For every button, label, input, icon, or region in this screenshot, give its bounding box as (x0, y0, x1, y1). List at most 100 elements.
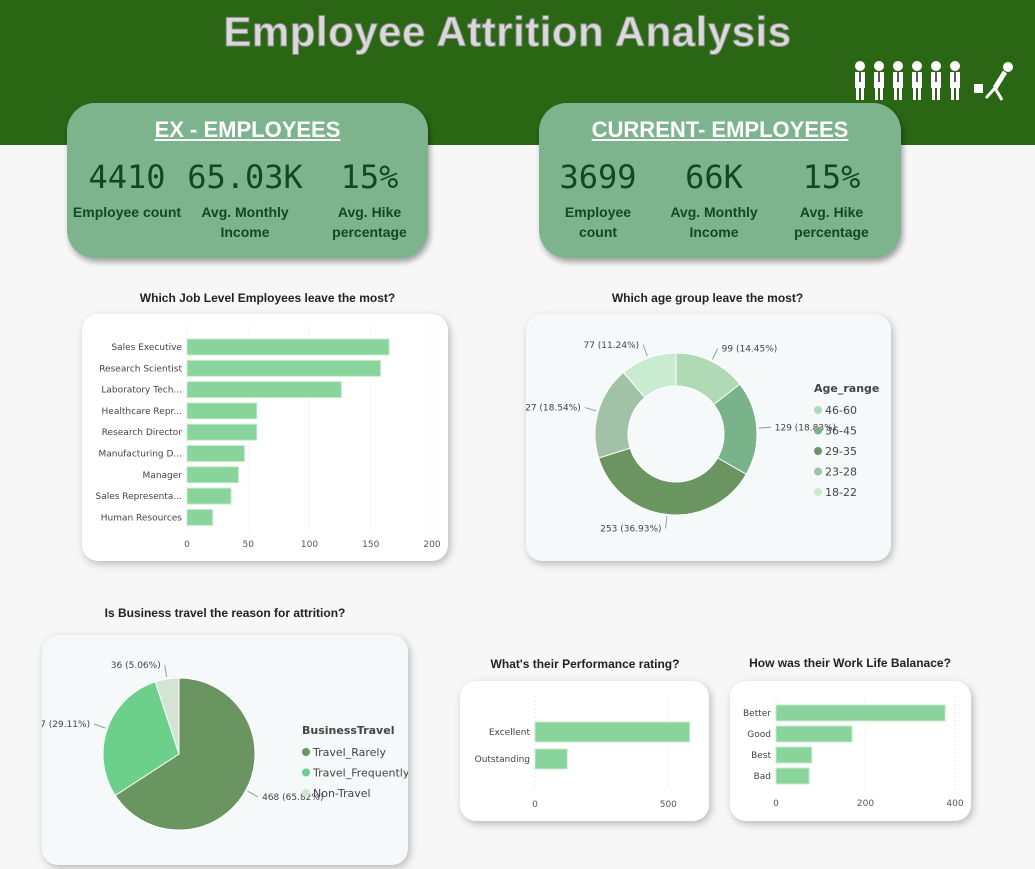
wlb-chart-title: How was their Work Life Balanace? (749, 656, 951, 670)
category-label: Human Resources (101, 513, 183, 523)
ex-employee-count: 4410 (88, 158, 166, 196)
bar (775, 746, 813, 764)
ex-avg-income-label: Avg. Monthly Income (201, 204, 289, 240)
ex-avg-income: 65.03K (187, 158, 303, 196)
category-label: Better (743, 709, 771, 719)
category-label: Manager (143, 471, 183, 481)
bar (534, 748, 568, 770)
legend-title: BusinessTravel (302, 724, 394, 737)
briefcase-icon (974, 84, 983, 93)
slice-29-35 (598, 447, 747, 516)
bar (186, 423, 258, 441)
walking-people-icon (855, 61, 1013, 101)
legend-marker (814, 488, 822, 496)
bar (186, 402, 258, 420)
person-head (931, 61, 941, 71)
person-head (855, 61, 865, 71)
x-tick-label: 200 (423, 540, 440, 550)
data-label: 36 (5.06%) (111, 661, 161, 671)
ex-avg-hike-label: Avg. Hike percentage (332, 204, 407, 240)
travel-pie-chart: 468 (65.82%) Travel_Rarely 207 (29.11%) Tra… (29, 661, 410, 831)
bar (186, 508, 214, 526)
legend-item: 29-35 (825, 445, 857, 458)
person-leg (894, 88, 897, 100)
job-level-chart-card: 0 50 100 150 200 Sales Executive Research Scie… (82, 314, 448, 561)
legend-marker (814, 406, 822, 414)
slice-18-22 (622, 352, 677, 399)
performance-bar-chart: 0 500 Excellent Outstanding (475, 696, 691, 810)
person-head (874, 61, 884, 71)
person-leg (932, 88, 935, 100)
slice-travel_rarely (114, 677, 256, 831)
x-tick-label: 0 (184, 540, 190, 550)
wlb-chart-card: 0 200 400 Better Good Best Bad (730, 681, 971, 821)
category-label: Best (751, 751, 771, 761)
legend-item: 36-45 (825, 425, 857, 438)
current-employees-title: CURRENT- EMPLOYEES (591, 117, 849, 142)
category-label: Laboratory Tech... (101, 386, 182, 396)
x-tick-label: 200 (857, 799, 874, 809)
category-label: Research Scientist (99, 364, 182, 374)
leader-line (584, 407, 597, 412)
category-label: Healthcare Repr... (102, 407, 182, 417)
legend-marker (814, 467, 822, 476)
bar (186, 487, 232, 505)
bar (186, 359, 382, 377)
age-donut-chart: 99 (14.45%) 46-60 129 (18.83%)36-45 253 (36… (519, 341, 879, 535)
person-leg (956, 88, 959, 100)
person-leg (913, 88, 916, 100)
data-label: 468 (65.82%) (262, 793, 323, 803)
leader-line (247, 790, 259, 798)
data-label: 207 (29.11%) (42, 720, 90, 730)
leader-line (758, 426, 771, 429)
walking-person-leg (984, 86, 997, 100)
walking-person-leg (993, 87, 1004, 101)
wlb-bar-chart: 0 200 400 Better Good Best Bad (743, 696, 964, 809)
data-label: 77 (11.24%) (583, 341, 639, 351)
travel-chart-card: 468 (65.82%) Travel_Rarely 207 (29.11%) Tra… (29, 635, 410, 865)
current-employee-count-label: Employee count (564, 204, 632, 240)
person-leg (951, 88, 954, 100)
data-label: 253 (36.93%) (600, 524, 661, 534)
x-tick-label: 500 (660, 800, 677, 810)
person-head (950, 61, 960, 71)
legend-item: Travel_Rarely (312, 746, 386, 759)
current-avg-hike: 15% (802, 158, 861, 196)
leader-line (93, 723, 106, 729)
bar (534, 721, 691, 743)
bar (186, 338, 390, 356)
person-leg (856, 88, 859, 100)
person-leg (861, 88, 864, 100)
leader-line (642, 344, 648, 357)
slice-travel_frequently (102, 681, 180, 797)
legend-marker (302, 789, 310, 797)
job-level-chart-title: Which Job Level Employees leave the most… (139, 291, 396, 305)
category-label: Good (747, 730, 771, 740)
ex-employees-card: EX - EMPLOYEES 4410 Employee count 65.03K… (67, 103, 428, 258)
bar (186, 466, 239, 484)
x-tick-label: 150 (362, 540, 379, 550)
bar (186, 445, 246, 462)
legend-item: 23-28 (825, 466, 857, 479)
current-employees-card: CURRENT- EMPLOYEES 3699 Employee count 66… (539, 103, 901, 258)
bar (775, 725, 853, 743)
bar (775, 704, 946, 722)
leader-line (164, 665, 168, 678)
travel-chart-title: Is Business travel the reason for attrit… (104, 606, 346, 620)
legend-marker (814, 447, 822, 455)
slice-non-travel (154, 677, 180, 755)
x-tick-label: 0 (773, 799, 779, 809)
person-head (893, 61, 903, 71)
bar (775, 767, 810, 785)
x-tick-label: 100 (301, 540, 318, 550)
data-label: 129 (18.83%) (775, 423, 836, 433)
category-label: Bad (754, 772, 771, 782)
person-leg (899, 88, 902, 100)
legend-item: 18-22 (825, 486, 857, 499)
category-label: Outstanding (475, 755, 530, 765)
category-label: Research Director (102, 428, 183, 438)
page-title: Employee Attrition Analysis (223, 8, 792, 56)
x-tick-label: 0 (532, 800, 538, 810)
person-leg (918, 88, 921, 100)
category-label: Sales Executive (111, 343, 182, 353)
